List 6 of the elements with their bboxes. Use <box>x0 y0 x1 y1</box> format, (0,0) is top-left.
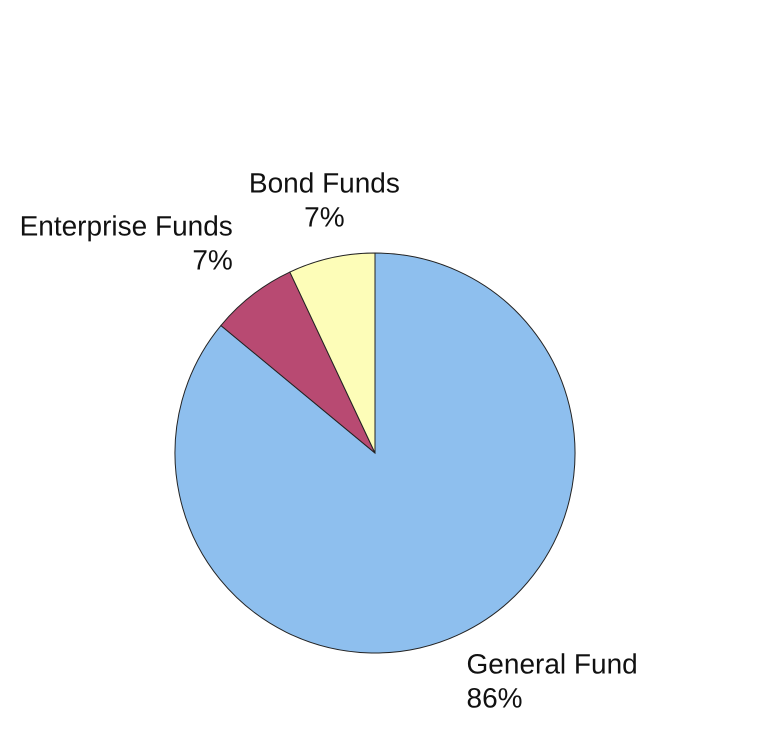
data-label: 86% <box>466 682 523 714</box>
data-label: 7% <box>304 202 345 233</box>
data-label: 7% <box>192 244 233 276</box>
slice-label: Bond Funds <box>248 168 400 199</box>
slice-label: General Fund <box>466 648 638 680</box>
slice-label: Enterprise Funds <box>20 210 233 242</box>
